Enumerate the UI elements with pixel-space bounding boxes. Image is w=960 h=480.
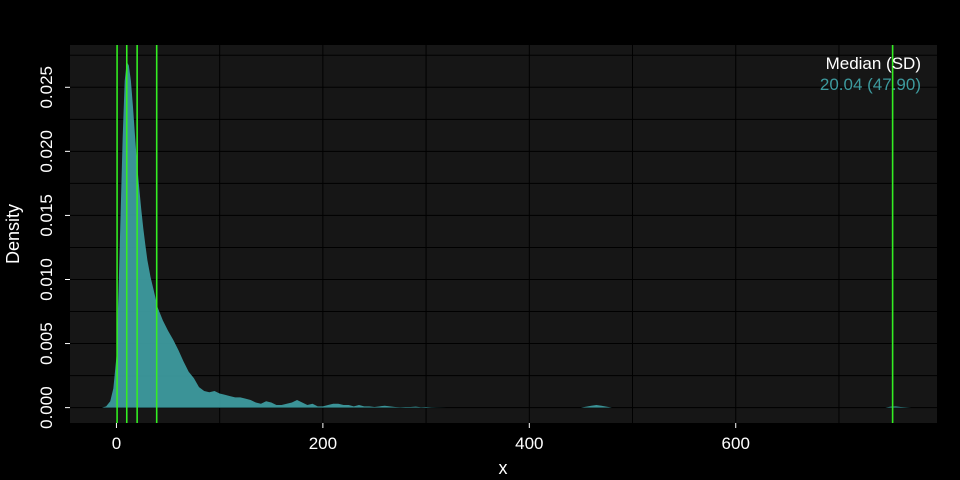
y-tick-label: 0.010 — [37, 258, 56, 301]
x-tick-label: 0 — [112, 434, 121, 453]
x-axis-ticks: 0 200 400 600 — [112, 423, 750, 453]
y-tick-label: 0.015 — [37, 194, 56, 237]
x-tick-label: 400 — [515, 434, 543, 453]
legend-header: Median (SD) — [826, 54, 921, 73]
x-tick-label: 200 — [309, 434, 337, 453]
y-axis-title: Density — [3, 204, 23, 264]
x-tick-label: 600 — [722, 434, 750, 453]
y-axis-ticks: 0.000 0.005 0.010 0.015 0.020 0.025 — [37, 66, 70, 429]
y-tick-label: 0.025 — [37, 66, 56, 109]
vertical-markers — [116, 45, 894, 423]
density-area — [102, 61, 912, 408]
x-axis-title: x — [499, 458, 508, 478]
y-tick-label: 0.005 — [37, 322, 56, 365]
plot-panel — [70, 45, 937, 423]
y-tick-label: 0.000 — [37, 386, 56, 429]
legend-value: 20.04 (47.90) — [820, 75, 921, 94]
grid-lines — [70, 45, 937, 423]
y-tick-label: 0.020 — [37, 130, 56, 173]
